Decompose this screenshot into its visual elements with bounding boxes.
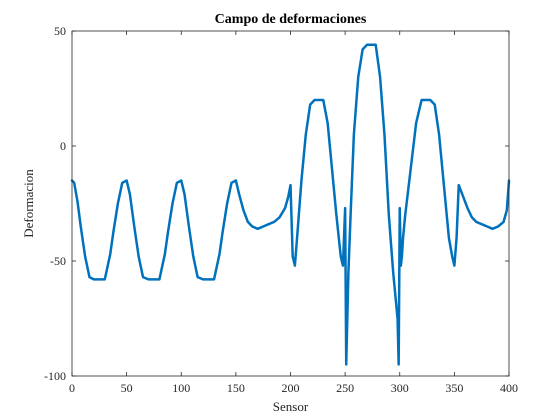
x-tick-label: 300: [391, 381, 409, 395]
x-tick-label: 50: [121, 381, 133, 395]
x-tick-label: 250: [336, 381, 354, 395]
x-tick-label: 400: [500, 381, 518, 395]
x-tick-label: 150: [227, 381, 245, 395]
y-tick-label: -50: [50, 254, 66, 268]
y-axis-label: Deformacion: [21, 169, 36, 238]
y-tick-label: -100: [44, 369, 66, 383]
x-axis-label: Sensor: [273, 399, 309, 414]
x-tick-label: 350: [445, 381, 463, 395]
chart-title: Campo de deformaciones: [215, 12, 367, 27]
y-tick-label: 50: [54, 24, 66, 38]
y-tick-label: 0: [60, 139, 66, 153]
x-tick-label: 0: [69, 381, 75, 395]
x-tick-label: 200: [282, 381, 300, 395]
x-tick-label: 100: [172, 381, 190, 395]
series-line-0: [70, 43, 511, 366]
